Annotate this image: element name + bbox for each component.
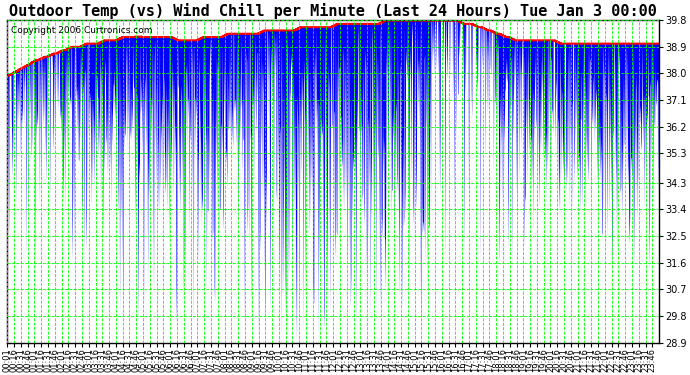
Text: Copyright 2006 Curtronics.com: Copyright 2006 Curtronics.com [10, 26, 152, 35]
Title: Outdoor Temp (vs) Wind Chill per Minute (Last 24 Hours) Tue Jan 3 00:00: Outdoor Temp (vs) Wind Chill per Minute … [9, 3, 657, 19]
